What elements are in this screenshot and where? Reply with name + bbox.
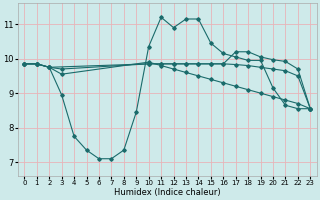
X-axis label: Humidex (Indice chaleur): Humidex (Indice chaleur) <box>114 188 221 197</box>
